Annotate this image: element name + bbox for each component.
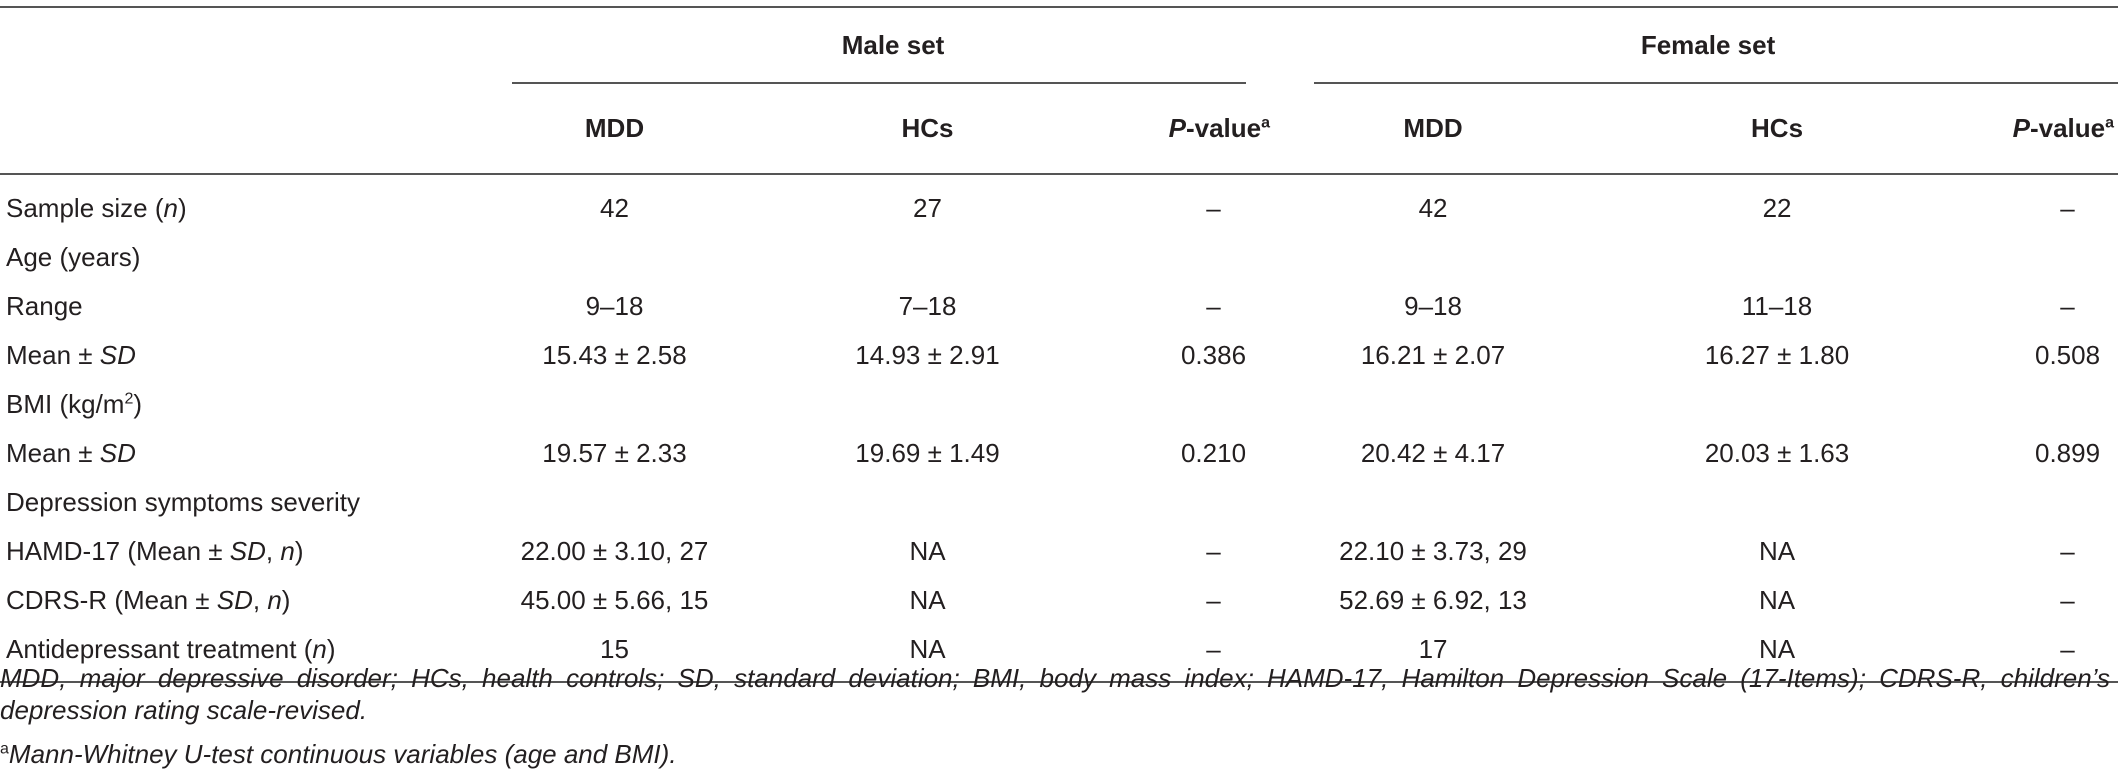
- row-label: Mean ± SD: [6, 438, 136, 468]
- cell-female-p: –: [2060, 536, 2075, 566]
- cell-female-p: –: [2060, 193, 2075, 223]
- table-row: Age (years): [0, 233, 2118, 282]
- column-header-row: MDD HCs P-valuea MDD HCs P-valuea: [0, 84, 2118, 175]
- cell-male-hcs: NA: [741, 625, 1114, 683]
- table-row: Depression symptoms severity: [0, 478, 2118, 527]
- cell-male-mdd: 22.00 ± 3.10, 27: [520, 536, 709, 566]
- cell-male-mdd: 19.57 ± 2.33: [542, 438, 687, 468]
- col-female-hcs: HCs: [1592, 84, 1963, 175]
- footnote-mark: a: [0, 740, 9, 758]
- cell-female-mdd: 22.10 ± 3.73, 29: [1339, 536, 1527, 566]
- table-row: Mean ± SD 15.43 ± 2.58 14.93 ± 2.91 0.38…: [0, 331, 2118, 380]
- cell-female-hcs: 22: [1762, 193, 1792, 223]
- cell-female-hcs: NA: [1758, 585, 1796, 615]
- cell-female-mdd: 17: [1274, 625, 1593, 683]
- cell-male-p: 0.386: [1180, 340, 1247, 370]
- row-label: Depression symptoms severity: [6, 487, 360, 517]
- cell-female-mdd: 42: [1418, 193, 1448, 223]
- cell-female-hcs: 20.03 ± 1.63: [1704, 438, 1850, 468]
- cell-male-p: –: [1206, 585, 1221, 615]
- row-label: Sample size (n): [6, 193, 187, 223]
- table-row: Mean ± SD 19.57 ± 2.33 19.69 ± 1.49 0.21…: [0, 429, 2118, 478]
- cell-male-mdd: 15.43 ± 2.58: [542, 340, 687, 370]
- cell-male-hcs: NA: [909, 585, 946, 615]
- cell-male-hcs: 27: [913, 193, 942, 223]
- cell-female-p: 0.899: [2034, 438, 2101, 468]
- footnote: aMann-Whitney U-test continuous variable…: [0, 738, 677, 770]
- col-male-hcs: HCs: [741, 84, 1114, 175]
- female-set-header: Female set: [1274, 6, 2118, 82]
- cell-female-p: 0.508: [2034, 340, 2101, 370]
- male-set-label: Male set: [841, 29, 945, 60]
- cell-female-mdd: 20.42 ± 4.17: [1360, 438, 1506, 468]
- row-label: Mean ± SD: [6, 340, 136, 370]
- row-label: CDRS-R (Mean ± SD, n): [6, 585, 291, 615]
- cell-male-mdd: 45.00 ± 5.66, 15: [520, 585, 709, 615]
- cell-female-p: –: [2060, 585, 2075, 615]
- demographics-table: Male set Female set: [0, 6, 2118, 683]
- cell-female-mdd: 52.69 ± 6.92, 13: [1339, 585, 1527, 615]
- female-set-label: Female set: [1640, 29, 1776, 60]
- cell-male-hcs: 19.69 ± 1.49: [855, 438, 1000, 468]
- cell-male-mdd: 9–18: [585, 291, 644, 321]
- cell-female-hcs: 11–18: [1741, 291, 1813, 321]
- group-header-row: Male set Female set: [0, 6, 2118, 82]
- cell-male-p: –: [1206, 193, 1221, 223]
- table-row: Sample size (n) 42 27 – 42 22 –: [0, 174, 2118, 233]
- footnote-text: Mann-Whitney U-test continuous variables…: [8, 739, 677, 769]
- cell-female-hcs: NA: [1758, 536, 1796, 566]
- cell-male-p: –: [1114, 625, 1275, 683]
- table-row: Range 9–18 7–18 – 9–18 11–18 –: [0, 282, 2118, 331]
- table-row: HAMD-17 (Mean ± SD, n) 22.00 ± 3.10, 27 …: [0, 527, 2118, 576]
- col-female-pvalue: P-valuea: [1962, 84, 2118, 175]
- cell-male-mdd: 42: [600, 193, 629, 223]
- male-set-header: Male set: [488, 6, 1275, 82]
- cell-male-hcs: NA: [909, 536, 946, 566]
- group-rule-row: [0, 82, 2118, 84]
- row-label: Range: [6, 291, 83, 321]
- row-label: Age (years): [6, 242, 141, 272]
- cell-female-mdd: 16.21 ± 2.07: [1360, 340, 1506, 370]
- female-group-rule: [1314, 82, 2118, 84]
- cell-female-hcs: 16.27 ± 1.80: [1704, 340, 1850, 370]
- cell-female-p: –: [2060, 291, 2075, 321]
- col-male-pvalue: P-valuea: [1114, 84, 1275, 175]
- table-row: CDRS-R (Mean ± SD, n) 45.00 ± 5.66, 15 N…: [0, 576, 2118, 625]
- cell-male-p: –: [1206, 291, 1221, 321]
- cell-female-mdd: 9–18: [1404, 291, 1462, 321]
- cell-male-hcs: 14.93 ± 2.91: [855, 340, 1000, 370]
- row-label: Antidepressant treatment (n): [0, 625, 488, 683]
- row-label: BMI (kg/m2): [6, 389, 143, 419]
- cell-male-mdd: 15: [488, 625, 741, 683]
- abbreviations-note: MDD, major depressive disorder; HCs, hea…: [0, 663, 2110, 725]
- empty-corner: [0, 6, 488, 82]
- cell-male-hcs: 7–18: [898, 291, 957, 321]
- cell-male-p: 0.210: [1180, 438, 1247, 468]
- cell-female-p: –: [1962, 625, 2118, 683]
- table-row: BMI (kg/m2): [0, 380, 2118, 429]
- male-group-rule: [512, 82, 1247, 84]
- table-row: Antidepressant treatment (n) 15 NA – 17 …: [0, 625, 2118, 683]
- col-female-mdd: MDD: [1274, 84, 1593, 175]
- col-male-mdd: MDD: [488, 84, 741, 175]
- cell-female-hcs: NA: [1592, 625, 1963, 683]
- row-label: HAMD-17 (Mean ± SD, n): [6, 536, 304, 566]
- cell-male-p: –: [1206, 536, 1221, 566]
